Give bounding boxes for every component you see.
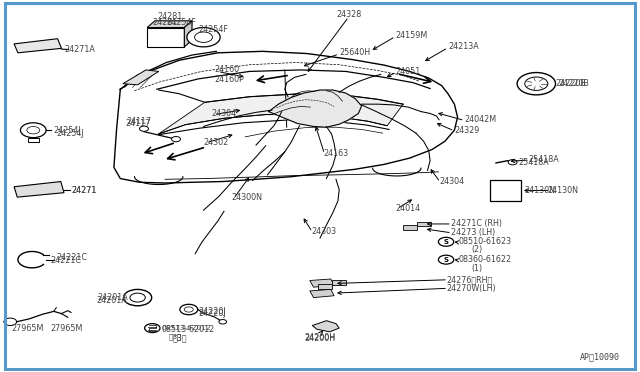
Polygon shape — [14, 39, 61, 53]
Text: （3）: （3） — [173, 333, 188, 342]
Bar — [417, 222, 431, 226]
Text: 24042M: 24042M — [465, 115, 497, 124]
Text: 24304: 24304 — [439, 177, 464, 186]
Text: (2): (2) — [471, 246, 483, 254]
Text: 24220J: 24220J — [198, 310, 226, 318]
Bar — [490, 180, 521, 201]
Text: 24329: 24329 — [454, 126, 480, 135]
Text: 24221C: 24221C — [50, 256, 81, 265]
Text: 24271: 24271 — [72, 186, 97, 195]
Text: 24130N: 24130N — [547, 186, 578, 195]
Text: 08360-61622: 08360-61622 — [458, 255, 511, 264]
Polygon shape — [312, 321, 339, 332]
Text: 24220B: 24220B — [556, 79, 586, 88]
Polygon shape — [269, 90, 362, 127]
Text: 24220B: 24220B — [558, 79, 589, 88]
Text: 24130N: 24130N — [525, 186, 556, 195]
Text: 24160P: 24160P — [214, 76, 244, 84]
Text: 24281: 24281 — [152, 18, 178, 27]
Polygon shape — [184, 21, 192, 47]
Text: 24163: 24163 — [323, 149, 348, 158]
Text: 24117: 24117 — [126, 117, 152, 126]
Polygon shape — [147, 28, 184, 47]
Text: 24254F: 24254F — [166, 18, 196, 27]
Text: （3）: （3） — [168, 333, 182, 340]
Text: 24271: 24271 — [72, 186, 97, 195]
Text: 08510-61623: 08510-61623 — [458, 237, 511, 246]
Text: 24220J: 24220J — [198, 307, 226, 316]
Bar — [403, 225, 417, 230]
Polygon shape — [310, 279, 334, 287]
Polygon shape — [159, 94, 403, 134]
Circle shape — [130, 293, 145, 302]
Circle shape — [195, 32, 212, 42]
Circle shape — [20, 123, 46, 138]
Text: 27965M: 27965M — [50, 324, 83, 333]
Text: 24254F: 24254F — [198, 25, 228, 34]
Polygon shape — [14, 182, 64, 197]
Text: 24300N: 24300N — [232, 193, 262, 202]
Polygon shape — [28, 138, 39, 142]
Text: 24221C: 24221C — [56, 253, 87, 262]
Circle shape — [4, 318, 17, 326]
Text: 24276〈RH〉: 24276〈RH〉 — [447, 275, 493, 284]
Circle shape — [508, 160, 517, 165]
Polygon shape — [310, 289, 334, 298]
Text: 24304: 24304 — [211, 109, 236, 118]
Text: S: S — [444, 257, 449, 263]
Text: 24014: 24014 — [396, 204, 420, 213]
Text: 24117: 24117 — [125, 119, 150, 128]
Text: 24051: 24051 — [396, 67, 420, 76]
Text: 24271A: 24271A — [64, 45, 95, 54]
Circle shape — [145, 324, 160, 333]
Bar — [332, 280, 346, 285]
Text: 24273 (LH): 24273 (LH) — [451, 228, 495, 237]
Text: 24200H: 24200H — [305, 334, 335, 343]
Text: 24254J: 24254J — [54, 126, 81, 135]
Text: 24303: 24303 — [312, 227, 337, 236]
Circle shape — [140, 126, 148, 131]
Text: 24200H: 24200H — [305, 333, 335, 342]
Circle shape — [172, 137, 180, 142]
Text: 24160: 24160 — [214, 65, 239, 74]
Circle shape — [438, 237, 454, 246]
Text: 25418A: 25418A — [529, 155, 559, 164]
Polygon shape — [147, 21, 192, 28]
Circle shape — [525, 77, 548, 90]
Circle shape — [219, 320, 227, 324]
Circle shape — [184, 307, 193, 312]
Bar — [318, 284, 332, 289]
Text: 24328: 24328 — [336, 10, 362, 19]
Circle shape — [180, 304, 198, 315]
Text: 24201A: 24201A — [96, 296, 127, 305]
Text: 08513-62012: 08513-62012 — [162, 325, 212, 331]
Circle shape — [27, 126, 40, 134]
Text: 27965M: 27965M — [12, 324, 44, 333]
Text: 24270W(LH): 24270W(LH) — [447, 284, 497, 293]
Circle shape — [438, 255, 454, 264]
Text: 08513-62012: 08513-62012 — [161, 325, 214, 334]
Circle shape — [187, 28, 220, 47]
Text: 25640H: 25640H — [339, 48, 371, 57]
Text: AP：10090: AP：10090 — [580, 353, 620, 362]
Circle shape — [124, 289, 152, 306]
Circle shape — [517, 73, 556, 95]
Text: 25418A: 25418A — [518, 158, 549, 167]
Text: 24254J: 24254J — [56, 129, 84, 138]
Text: 24271C (RH): 24271C (RH) — [451, 219, 502, 228]
Text: (1): (1) — [471, 264, 482, 273]
Text: 24302: 24302 — [204, 138, 228, 147]
Text: 24281: 24281 — [157, 12, 182, 21]
Text: 24213A: 24213A — [448, 42, 479, 51]
Text: S: S — [444, 239, 449, 245]
Text: 24159M: 24159M — [396, 31, 428, 40]
Text: 24201A: 24201A — [97, 293, 128, 302]
Polygon shape — [123, 70, 159, 85]
